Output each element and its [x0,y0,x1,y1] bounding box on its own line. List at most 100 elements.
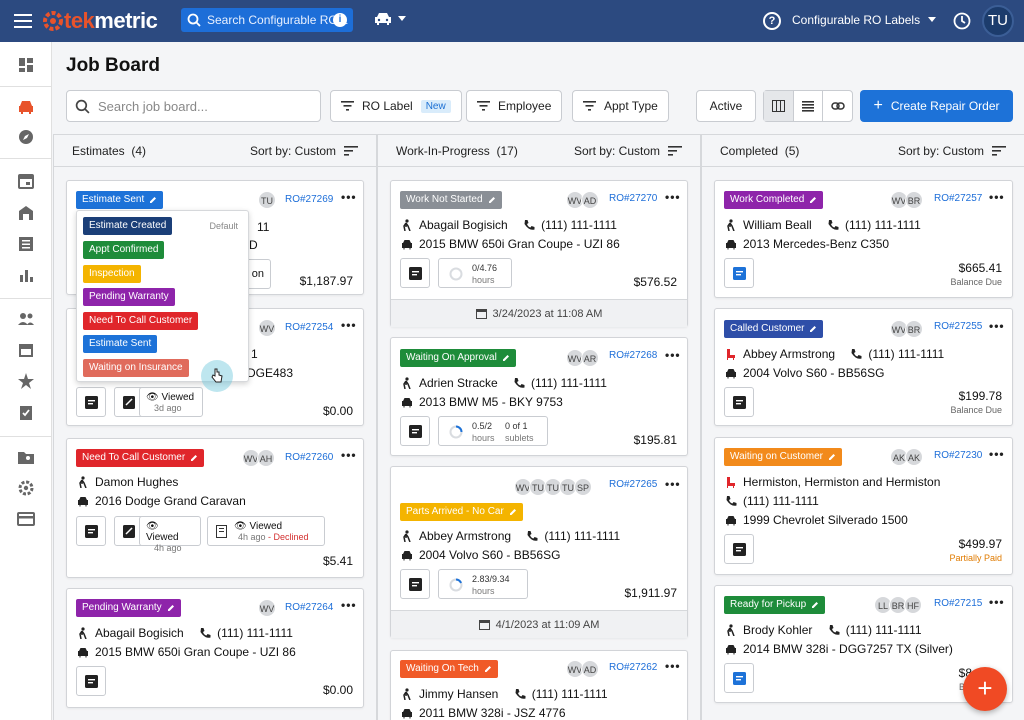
label-option-pending-warranty[interactable]: Pending Warranty [83,288,175,306]
more-menu-icon[interactable]: ••• [341,190,357,204]
calendar-icon[interactable] [17,172,35,190]
ro-label-tag[interactable]: Work Not Started [400,191,502,209]
link-view-button[interactable] [823,91,852,121]
dashboard-icon[interactable] [17,56,35,74]
ro-number-link[interactable]: RO#27230 [934,450,983,461]
ro-card[interactable]: Need To Call Customer WV AH RO#27260 ••• … [66,438,364,578]
phone-number[interactable]: (111) 111-1111 [531,687,608,701]
settings-gear-icon[interactable] [17,479,35,497]
label-option-waiting-on-insurance[interactable]: Waiting on Insurance [83,359,189,377]
clipboard-check-icon[interactable] [17,403,35,421]
ro-number-link[interactable]: RO#27265 [609,479,658,490]
notes-button[interactable] [76,516,106,546]
more-menu-icon[interactable]: ••• [665,477,681,491]
vehicle-menu[interactable] [374,12,406,26]
notes-button[interactable] [76,387,106,417]
notes-button[interactable] [400,258,430,288]
phone-number[interactable]: (111) 111-1111 [845,623,922,637]
ro-label-filter-button[interactable]: RO Label New [330,90,462,122]
ro-label-tag[interactable]: Waiting On Tech [400,660,498,678]
ro-number-link[interactable]: RO#27215 [934,598,983,609]
phone-number[interactable]: (111) 111-1111 [217,626,293,640]
user-avatar[interactable]: TU [982,5,1014,37]
compass-icon[interactable] [17,128,35,146]
more-menu-icon[interactable]: ••• [665,190,681,204]
configurable-ro-labels-menu[interactable]: Configurable RO Labels [792,13,937,27]
ro-label-tag[interactable]: Waiting On Approval [400,349,516,367]
ro-number-link[interactable]: RO#27264 [285,602,334,613]
people-icon[interactable] [17,310,35,328]
clock-icon[interactable] [953,12,971,30]
ro-card[interactable]: Work Not Started WV AD RO#27270 ••• Abaga… [390,180,688,327]
ro-card[interactable]: Waiting On Approval WV AR RO#27268 ••• Ad… [390,337,688,456]
sort-button[interactable]: Sort by: Custom [898,144,1006,158]
phone-number[interactable]: (111) 111-1111 [743,494,819,508]
notes-button[interactable] [400,569,430,599]
ro-card[interactable]: Waiting On Tech WV AD RO#27262 ••• Jimmy … [390,650,688,720]
star-icon[interactable] [17,372,35,390]
sort-button[interactable]: Sort by: Custom [250,144,358,158]
board-view-button[interactable] [764,91,794,121]
ro-label-tag[interactable]: Need To Call Customer [76,449,205,467]
list-view-button[interactable] [794,91,824,121]
sort-button[interactable]: Sort by: Custom [574,144,682,158]
ro-card[interactable]: WV TU TU TU SP RO#27265 ••• Parts Arrived - … [390,466,688,638]
hamburger-menu-icon[interactable] [14,12,34,30]
phone-number[interactable]: (111) 111-1111 [845,218,921,232]
label-option-inspection[interactable]: Inspection [83,265,141,283]
ro-number-link[interactable]: RO#27270 [609,193,658,204]
create-repair-order-button[interactable]: + Create Repair Order [860,90,1013,122]
label-option-need-to-call-customer[interactable]: Need To Call Customer [83,312,199,330]
notes-button[interactable] [724,663,754,693]
ro-label-tag[interactable]: Called Customer [724,320,824,338]
notes-button[interactable] [724,534,754,564]
employee-filter-button[interactable]: Employee [466,90,563,122]
ro-label-tag[interactable]: Work Completed [724,191,824,209]
more-menu-icon[interactable]: ••• [989,595,1005,609]
active-toggle-button[interactable]: Active [696,90,756,122]
appt-type-filter-button[interactable]: Appt Type [572,90,669,122]
more-menu-icon[interactable]: ••• [341,318,357,332]
ro-number-link[interactable]: RO#27260 [285,452,334,463]
more-menu-icon[interactable]: ••• [665,348,681,362]
help-icon[interactable]: ? [763,12,781,30]
phone-number[interactable]: (111) 111-1111 [531,376,607,390]
ro-number-link[interactable]: RO#27255 [934,321,983,332]
notes-button[interactable] [724,258,754,288]
global-search-input[interactable]: Search Configurable RO L i [181,8,353,32]
ro-number-link[interactable]: RO#27269 [285,194,334,205]
label-option-estimate-sent[interactable]: Estimate Sent [83,335,158,353]
ro-label-tag[interactable]: Pending Warranty [76,599,181,617]
ro-card[interactable]: Ready for Pickup LL BR HF RO#27215 ••• Bro… [714,585,1013,703]
ro-card[interactable]: Waiting on Customer AK AK RO#27230 ••• He… [714,437,1013,575]
ro-number-link[interactable]: RO#27254 [285,322,334,333]
add-fab-button[interactable]: + [963,667,1007,711]
phone-number[interactable]: (111) 111-1111 [868,347,945,361]
more-menu-icon[interactable]: ••• [989,319,1005,333]
credit-card-icon[interactable] [17,510,35,528]
ro-card[interactable]: Called Customer WV BR RO#27255 ••• Abbey … [714,308,1013,426]
ro-number-link[interactable]: RO#27257 [934,193,983,204]
bar-chart-icon[interactable] [17,266,35,284]
info-icon[interactable]: i [333,13,347,27]
list-icon[interactable] [17,235,35,253]
store-icon[interactable] [17,341,35,359]
notes-button[interactable] [400,416,430,446]
car-icon[interactable] [17,98,35,116]
notes-button[interactable] [724,387,754,417]
ro-card[interactable]: Pending Warranty WV RO#27264 ••• Abagail… [66,588,364,708]
job-board-search-input[interactable]: Search job board... [66,90,321,122]
warehouse-icon[interactable] [17,204,35,222]
ro-label-tag[interactable]: Parts Arrived - No Car [400,503,523,521]
folder-user-icon[interactable] [17,448,35,466]
ro-number-link[interactable]: RO#27262 [609,662,658,673]
more-menu-icon[interactable]: ••• [989,190,1005,204]
ro-label-tag[interactable]: Waiting on Customer [724,448,842,466]
label-option-estimate-created[interactable]: Estimate Created [83,217,173,235]
more-menu-icon[interactable]: ••• [989,447,1005,461]
ro-card[interactable]: Work Completed WV BR RO#27257 ••• William… [714,180,1013,298]
more-menu-icon[interactable]: ••• [341,598,357,612]
more-menu-icon[interactable]: ••• [665,659,681,673]
ro-label-tag[interactable]: Ready for Pickup [724,596,826,614]
phone-number[interactable]: (111) 111-1111 [541,218,617,232]
